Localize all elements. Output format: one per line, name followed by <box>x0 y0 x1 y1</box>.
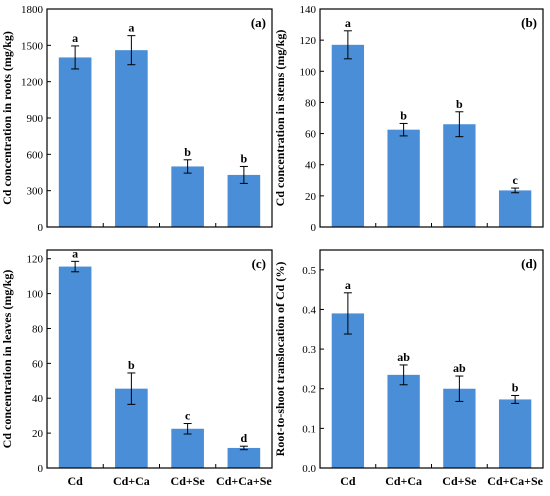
panel-b-panel-label: (b) <box>521 15 537 30</box>
panel-c-y-axis-title: Cd concentration in leaves (mg/kg) <box>0 270 14 449</box>
panel-c-y-tick-label: 40 <box>32 393 44 405</box>
panel-a-significance-letter: b <box>241 151 248 165</box>
panel-d-category-label: Cd+Se <box>442 474 477 488</box>
panel-c-bar <box>58 266 92 468</box>
panel-d-y-axis-title: Root-to-shoot translocation of Cd (%) <box>273 262 287 457</box>
panel-b-y-axis-title: Cd concentration in stems (mg/kg) <box>273 30 287 207</box>
panel-c-y-tick-label: 60 <box>32 358 44 370</box>
panel-b-y-tick-label: 0 <box>311 222 317 234</box>
panel-c-category-label: Cd+Se <box>171 474 206 488</box>
panel-d-category-label: Cd+Ca <box>385 474 422 488</box>
panel-b-bar <box>387 129 420 227</box>
panel-a-y-tick-label: 1200 <box>21 77 44 89</box>
panel-a-y-tick-label: 300 <box>27 186 44 198</box>
panel-b-bar <box>498 190 532 227</box>
panel-c-category-label: Cd+Ca+Se <box>216 474 272 488</box>
panel-b-bar <box>331 44 365 227</box>
panel-c-y-tick-label: 80 <box>32 323 44 335</box>
panel-b-y-tick-label: 60 <box>305 129 317 141</box>
panel-b-y-tick-label: 120 <box>300 35 317 47</box>
panel-d-category-label: Cd+Ca+Se <box>487 474 543 488</box>
panel-c-bar <box>227 447 261 468</box>
panel-d-y-tick-label: 0.1 <box>302 423 316 435</box>
panel-a-y-tick-label: 900 <box>27 113 44 125</box>
panel-c-significance-letter: a <box>72 246 78 260</box>
panel-c-significance-letter: b <box>128 358 135 372</box>
panel-d-y-tick-label: 0.5 <box>302 265 316 277</box>
panel-d-y-tick-label: 0.0 <box>302 463 316 475</box>
panel-c-category-label: Cd+Ca <box>113 474 150 488</box>
panel-a-y-axis-title: Cd concentration in roots (mg/kg) <box>0 31 14 205</box>
panel-c-significance-letter: c <box>185 409 191 423</box>
panel-b-y-tick-label: 20 <box>305 191 317 203</box>
panel-d-significance-letter: a <box>345 278 351 292</box>
panel-d-bar <box>387 374 420 468</box>
panel-b-y-tick-label: 40 <box>305 160 317 172</box>
panel-d-y-tick-label: 0.3 <box>302 344 316 356</box>
panel-b-significance-letter: b <box>400 108 407 122</box>
panel-c-significance-letter: d <box>241 431 248 445</box>
panel-d-significance-letter: b <box>512 380 519 394</box>
panel-a-y-tick-label: 600 <box>27 149 44 161</box>
panel-a-panel-label: (a) <box>251 15 266 30</box>
panel-c-y-tick-label: 100 <box>27 289 44 301</box>
panel-b-y-tick-label: 100 <box>300 66 317 78</box>
panel-c-y-tick-label: 20 <box>32 428 44 440</box>
panel-c-y-tick-label: 120 <box>27 254 44 266</box>
panel-c-category-label: Cd <box>67 474 83 488</box>
panel-c-panel-label: (c) <box>252 256 266 271</box>
panel-b-significance-letter: a <box>345 16 351 30</box>
panel-a-y-tick-label: 1500 <box>21 40 44 52</box>
panel-c-y-tick-label: 0 <box>38 463 44 475</box>
panel-d-bar <box>443 388 476 468</box>
panel-b-significance-letter: b <box>456 97 463 111</box>
panel-d-bar <box>331 313 365 468</box>
panel-b-bar <box>443 124 476 227</box>
panel-d-panel-label: (d) <box>521 256 537 271</box>
panel-a-significance-letter: a <box>128 21 134 35</box>
panel-a-y-tick-label: 1800 <box>21 4 44 16</box>
panel-d-y-tick-label: 0.4 <box>302 304 316 316</box>
panel-c-bar <box>171 428 204 468</box>
panel-b-y-tick-label: 80 <box>305 97 317 109</box>
panel-d-significance-letter: ab <box>453 361 466 375</box>
panel-d-significance-letter: ab <box>397 350 410 364</box>
panel-d-category-label: Cd <box>340 474 356 488</box>
panel-d-bar <box>498 399 532 468</box>
panel-b-y-tick-label: 140 <box>300 4 317 16</box>
panel-a-bar <box>58 57 92 227</box>
panel-a-y-tick-label: 0 <box>38 222 44 234</box>
panel-d-y-tick-label: 0.2 <box>302 384 316 396</box>
panel-a-bar <box>171 166 204 227</box>
panel-a-significance-letter: b <box>184 145 191 159</box>
panel-a-significance-letter: a <box>72 31 78 45</box>
panel-a-bar <box>115 50 148 227</box>
panel-b-significance-letter: c <box>512 173 518 187</box>
